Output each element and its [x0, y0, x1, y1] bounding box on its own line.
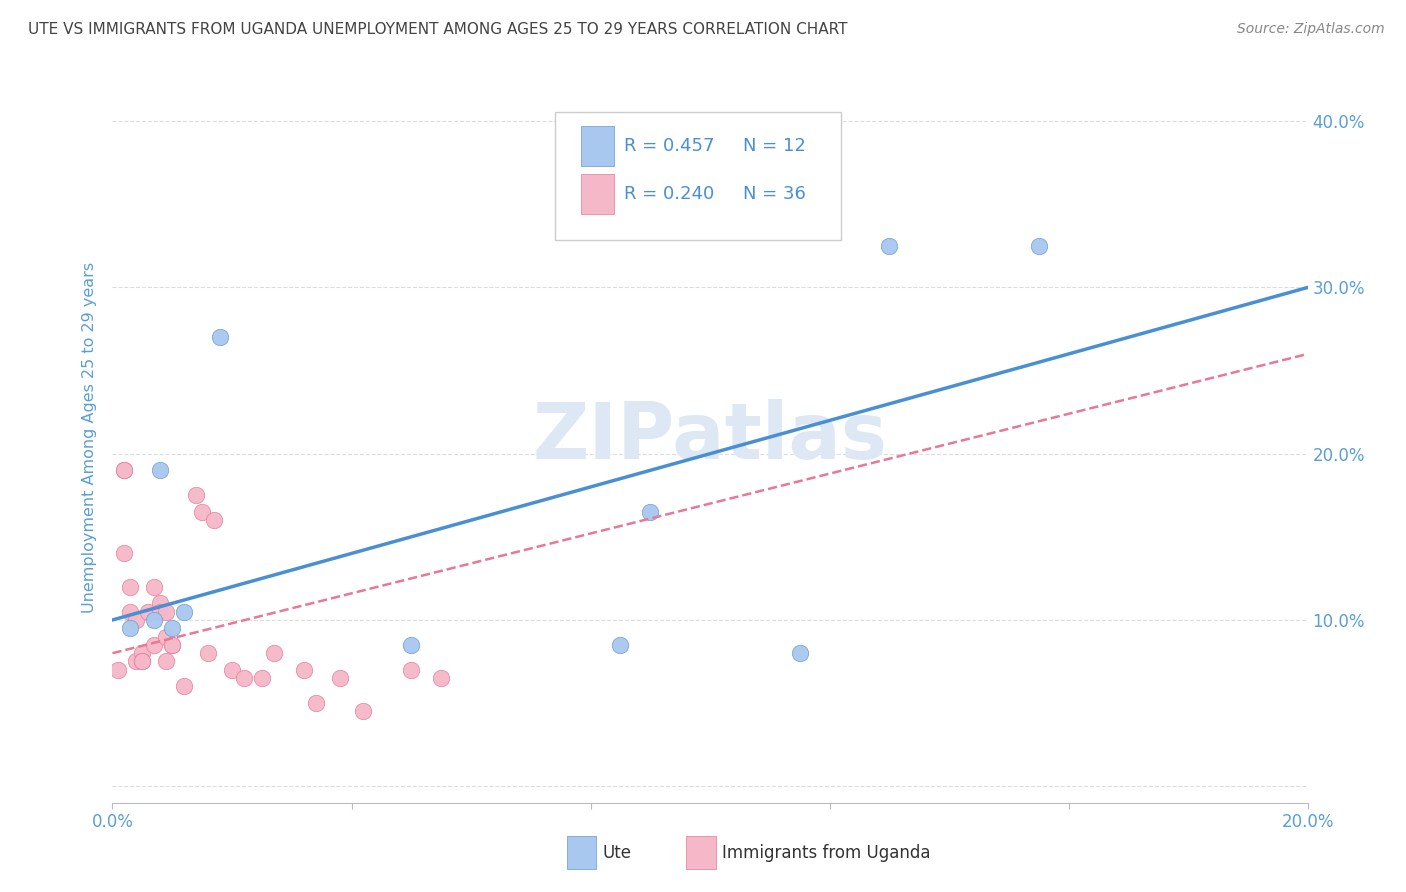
Point [114, 463, 135, 477]
FancyBboxPatch shape [554, 112, 842, 240]
Text: Immigrants from Uganda: Immigrants from Uganda [723, 844, 931, 862]
Point [149, 596, 172, 610]
Point [155, 655, 177, 669]
Point [221, 663, 243, 677]
Point [162, 638, 183, 652]
Point [640, 505, 662, 519]
Point [120, 580, 142, 594]
Point [162, 638, 183, 652]
Point [143, 613, 166, 627]
Point [401, 638, 423, 652]
Point [131, 655, 153, 669]
Point [186, 488, 208, 502]
Point [149, 605, 172, 619]
Point [114, 463, 135, 477]
Point [197, 646, 219, 660]
Point [143, 580, 166, 594]
Text: Source: ZipAtlas.com: Source: ZipAtlas.com [1237, 22, 1385, 37]
Point [114, 546, 135, 560]
Point [191, 505, 214, 519]
Point [292, 663, 315, 677]
FancyBboxPatch shape [581, 174, 614, 214]
Text: UTE VS IMMIGRANTS FROM UGANDA UNEMPLOYMENT AMONG AGES 25 TO 29 YEARS CORRELATION: UTE VS IMMIGRANTS FROM UGANDA UNEMPLOYME… [28, 22, 848, 37]
Point [149, 463, 172, 477]
Point [329, 671, 352, 685]
Point [143, 638, 166, 652]
FancyBboxPatch shape [581, 126, 614, 167]
Point [789, 646, 811, 660]
Point [305, 696, 328, 710]
Point [430, 671, 453, 685]
Point [250, 671, 273, 685]
Point [202, 513, 225, 527]
Text: R = 0.240: R = 0.240 [624, 185, 714, 202]
Point [263, 646, 285, 660]
Text: R = 0.457: R = 0.457 [624, 137, 714, 155]
Text: N = 36: N = 36 [744, 185, 807, 202]
Text: Ute: Ute [603, 844, 631, 862]
Point [162, 621, 183, 635]
FancyBboxPatch shape [567, 836, 596, 869]
FancyBboxPatch shape [686, 836, 716, 869]
Point [125, 655, 148, 669]
Point [401, 663, 423, 677]
Point [155, 605, 177, 619]
Text: N = 12: N = 12 [744, 137, 807, 155]
Y-axis label: Unemployment Among Ages 25 to 29 years: Unemployment Among Ages 25 to 29 years [82, 261, 97, 613]
Point [125, 613, 148, 627]
Point [209, 330, 232, 344]
Point [131, 646, 153, 660]
Point [120, 621, 142, 635]
Point [609, 638, 631, 652]
Point [173, 680, 195, 694]
Point [173, 605, 195, 619]
Point [107, 663, 129, 677]
Point [879, 239, 901, 253]
Point [155, 630, 177, 644]
Text: ZIPatlas: ZIPatlas [533, 399, 887, 475]
Point [131, 655, 153, 669]
Point [138, 605, 160, 619]
Point [1028, 239, 1050, 253]
Point [120, 605, 142, 619]
Point [353, 705, 375, 719]
Point [233, 671, 256, 685]
